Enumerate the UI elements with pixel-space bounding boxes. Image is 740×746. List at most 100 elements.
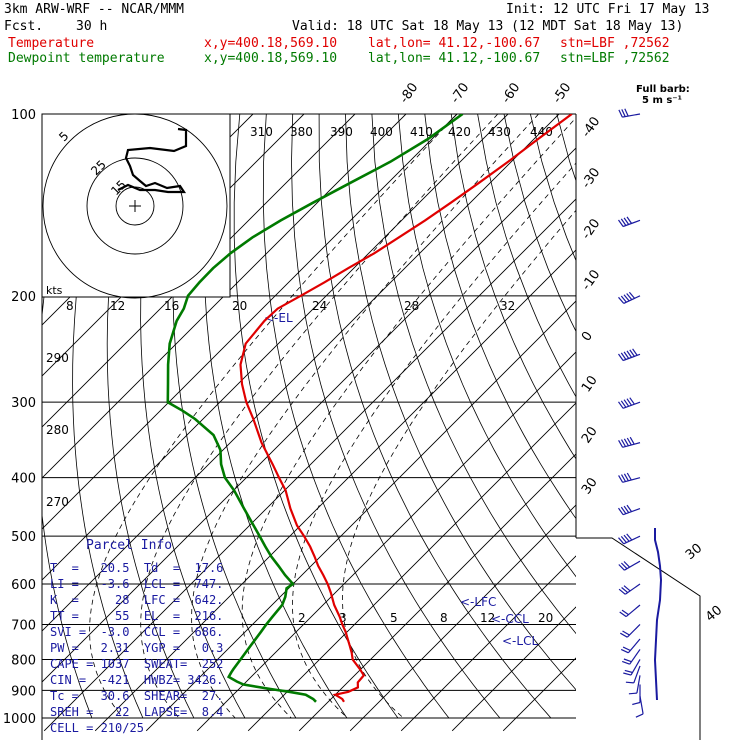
temperature-tick-label: -70	[448, 80, 472, 106]
theta-e-label: 290	[46, 351, 69, 365]
wind-barb	[619, 217, 641, 227]
wind-barb	[619, 398, 641, 409]
dry-adiabat	[663, 114, 740, 718]
temperature-tick-label: -20	[579, 216, 603, 242]
parcel-row: LI = -3.6 LCL = 747.	[50, 576, 223, 592]
dry-adiabat	[451, 114, 740, 718]
hodograph: 5 25 15	[42, 114, 230, 298]
pressure-tick-label: 400	[11, 472, 36, 487]
speed-tick-24: 24	[312, 299, 327, 313]
mixing-ratio-label: 2	[298, 611, 306, 625]
theta-label: 310	[250, 125, 273, 139]
dry-adiabat	[319, 114, 551, 718]
wind-barb-flag	[632, 703, 640, 705]
temperature-tick-label: 10	[579, 373, 601, 395]
theta-e-label: 270	[46, 495, 69, 509]
wind-barb	[632, 684, 640, 704]
wind-barb	[619, 109, 640, 117]
wind-barb-flag	[622, 661, 630, 664]
wind-barb	[620, 605, 640, 617]
wind-barb	[619, 349, 641, 361]
dry-adiabat	[610, 114, 740, 718]
temperature-tick-label: 0	[579, 329, 596, 344]
ccl-marker: <-CCL	[491, 612, 529, 626]
theta-label: 390	[330, 125, 353, 139]
wind-barb-flag	[622, 109, 625, 116]
hodograph-units-label: kts	[46, 284, 63, 297]
speed-tick-16: 16	[164, 299, 179, 313]
speed-tick-28: 28	[404, 299, 419, 313]
wind-barb-flag	[621, 649, 628, 652]
full-barb-units: 5 m s⁻¹	[642, 95, 682, 106]
temperature-tick-label: -80	[397, 80, 421, 106]
pressure-tick-label: 300	[11, 396, 36, 411]
mixing-ratio-label: 20	[538, 611, 553, 625]
parcel-row: CAPE = 1037 SWEAT= 252	[50, 656, 223, 672]
isotherm	[503, 114, 740, 731]
temperature-tick-label: -50	[550, 80, 574, 106]
speed-tick-32: 32	[500, 299, 515, 313]
temperature-tick-label: -40	[579, 114, 603, 140]
temperature-tick-label: 30	[579, 475, 601, 497]
wind-barb	[619, 292, 641, 303]
mixing-ratio-label: 8	[440, 611, 448, 625]
dry-adiabat	[234, 114, 398, 718]
theta-label: 400	[370, 125, 393, 139]
lfc-marker: <-LFC	[460, 595, 496, 609]
wind-barb	[620, 624, 640, 637]
parcel-info-panel: Parcel Info T = 20.5 Td = 17.6 LI = -3.6…	[42, 538, 230, 726]
parcel-row: CELL = 210/25	[50, 720, 144, 736]
dry-adiabat	[530, 114, 740, 718]
wind-barb	[621, 639, 640, 653]
parcel-row: SVI = -3.0 CCL = 686.	[50, 624, 223, 640]
pressure-tick-label: 600	[11, 578, 36, 593]
pressure-tick-label: 800	[11, 653, 36, 668]
wind-barb-flag	[625, 670, 633, 672]
full-barb-legend: Full barb:	[636, 84, 690, 95]
parcel-row: Tc = 30.6 SHEAR= 27.	[50, 688, 223, 704]
parcel-row: K = 28 LFC = 642.	[50, 592, 223, 608]
temperature-tick-label: -10	[579, 267, 603, 293]
speed-tick-12: 12	[110, 299, 125, 313]
dry-adiabat	[425, 114, 740, 718]
temperature-tick-label: -60	[499, 80, 523, 106]
lcl-marker: <-LCL	[502, 634, 538, 648]
parcel-row: T = 20.5 Td = 17.6	[50, 560, 223, 576]
temperature-tick-label: -30	[579, 165, 603, 191]
speed-tick-8: 8	[66, 299, 74, 313]
moist-adiabat	[343, 114, 662, 718]
wind-barb	[629, 675, 640, 693]
mixing-ratio-label: 5	[390, 611, 398, 625]
theta-e-label: 280	[46, 423, 69, 437]
wind-barb-flag	[624, 659, 632, 662]
wind-barb	[619, 561, 640, 570]
temperature-tick-label: 20	[579, 424, 601, 446]
wind-barb	[619, 505, 641, 515]
parcel-row: TT = 55 EL = 216.	[50, 608, 223, 624]
pressure-tick-label: 200	[11, 290, 36, 305]
wind-speed-label-40: 40	[703, 603, 725, 625]
speed-tick-20: 20	[232, 299, 247, 313]
dry-adiabat	[557, 114, 740, 718]
dry-adiabat	[263, 114, 449, 718]
wind-barb	[619, 473, 640, 482]
wind-barb	[619, 437, 640, 447]
pressure-tick-label: 1000	[3, 712, 36, 727]
theta-label: 420	[448, 125, 471, 139]
dry-adiabat	[398, 114, 704, 718]
wind-barb-flag	[623, 673, 631, 675]
wind-barb-flag	[629, 693, 637, 694]
parcel-row: SREH = 22 LAPSE= 8.4	[50, 704, 223, 720]
wind-speed-label-30: 30	[683, 541, 705, 563]
pressure-tick-label: 500	[11, 530, 36, 545]
theta-label: 430	[488, 125, 511, 139]
pressure-tick-label: 100	[11, 108, 36, 123]
parcel-info-title: Parcel Info	[86, 538, 172, 554]
isotherm	[197, 114, 740, 731]
wind-barb-flag	[623, 647, 630, 650]
wind-barb-flag	[625, 109, 628, 116]
pressure-tick-label: 900	[11, 684, 36, 699]
isotherm	[401, 114, 740, 731]
dry-adiabat	[478, 114, 740, 718]
parcel-row: PW = 2.31 YGP = 0.3	[50, 640, 223, 656]
